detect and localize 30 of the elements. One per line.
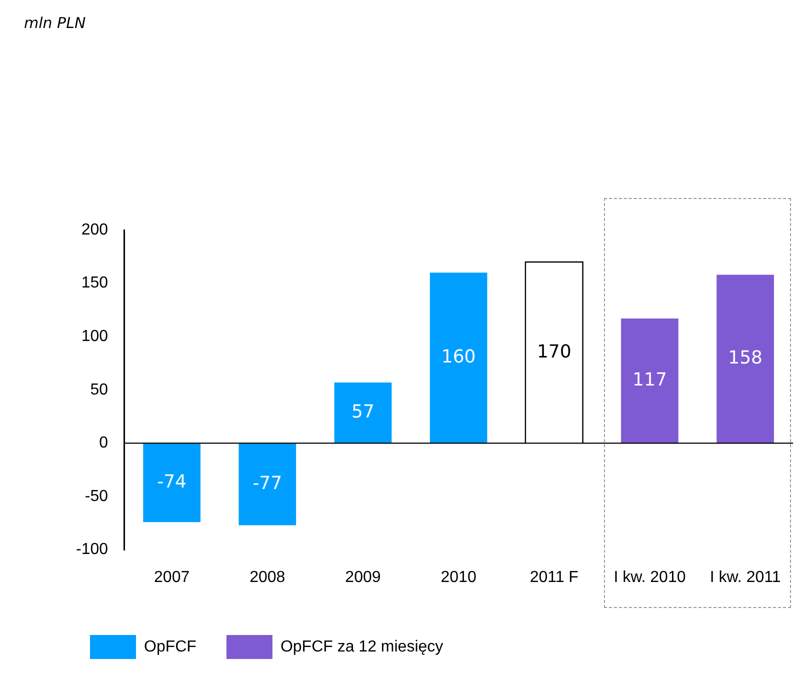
x-tick-label: 2010	[440, 568, 476, 586]
y-tick-label: 100	[81, 328, 108, 346]
x-tick-label: 2008	[250, 568, 286, 586]
x-tick-label: I kw. 2010	[614, 568, 686, 586]
data-label: 57	[352, 401, 374, 422]
y-tick-label: 0	[99, 434, 108, 452]
bar	[143, 443, 200, 522]
bar	[621, 318, 678, 444]
bar	[334, 382, 392, 444]
bar	[238, 443, 296, 526]
bar	[716, 274, 774, 444]
data-label: 160	[441, 346, 476, 368]
y-tick-label: -50	[84, 488, 108, 505]
y-tick-label: 50	[90, 381, 108, 398]
legend-label: OpFCF	[144, 638, 197, 656]
data-label: 170	[536, 341, 572, 362]
data-label: -77	[252, 472, 282, 494]
y-tick-label: 200	[81, 221, 108, 238]
data-label: 117	[632, 370, 667, 391]
x-tick-label: 2011 F	[530, 568, 579, 586]
x-tick-label: 2007	[154, 568, 190, 586]
y-tick-label: 150	[81, 274, 108, 292]
legend-label: OpFCF za 12 miesięcy	[280, 638, 444, 656]
text: mln PLN	[24, 14, 86, 32]
bar	[430, 272, 488, 444]
data-label: -74	[157, 471, 187, 492]
y-tick-label: -100	[76, 541, 108, 558]
data-label: 158	[728, 348, 762, 369]
x-tick-label: I kw. 2011	[710, 568, 781, 586]
x-tick-label: 2009	[345, 568, 381, 586]
